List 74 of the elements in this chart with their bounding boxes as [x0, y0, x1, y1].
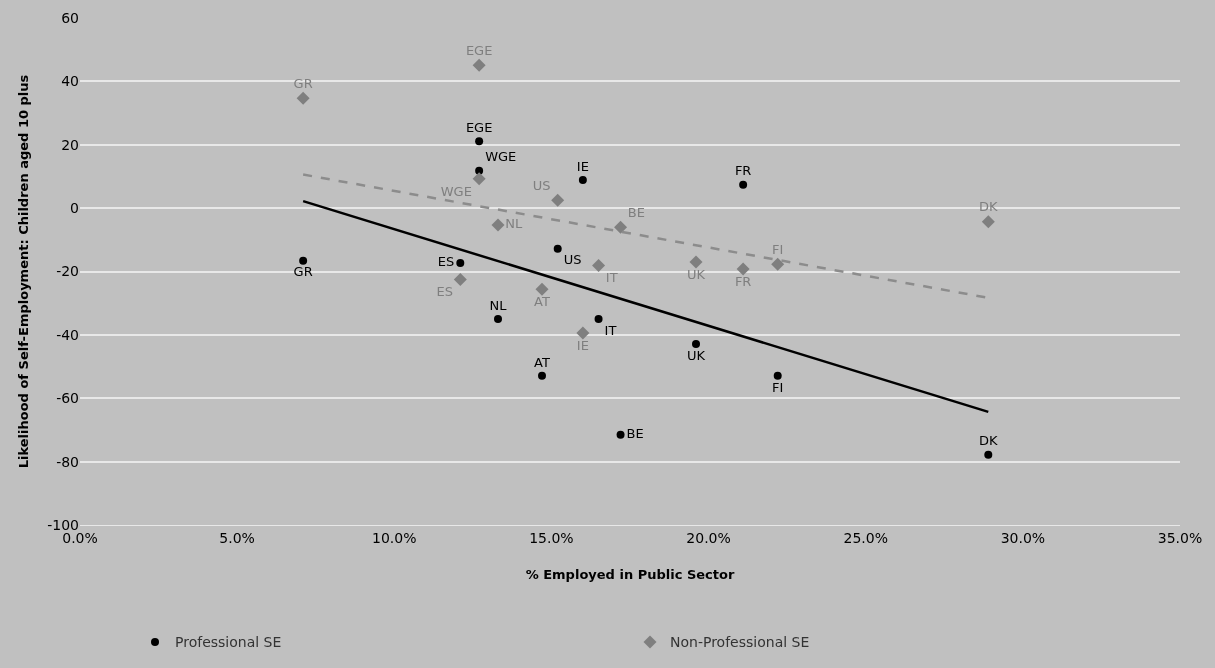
x-tick-label: 25.0% — [843, 529, 888, 546]
data-label: NL — [505, 216, 523, 232]
point — [576, 326, 590, 340]
x-tick-label: 35.0% — [1157, 529, 1203, 546]
x-axis-title: % Employed in Public Sector — [525, 567, 735, 583]
data-label: US — [532, 177, 551, 193]
point — [538, 371, 546, 380]
point — [456, 258, 465, 267]
data-label: FI — [772, 379, 784, 395]
y-axis-title: Likelihood of Self-Employment: Children aged 10 plus — [16, 74, 32, 469]
data-label: GR — [293, 75, 313, 91]
data-label: IE — [576, 337, 589, 353]
data-label: FR — [734, 273, 752, 289]
x-tick-label: 5.0% — [219, 529, 255, 546]
x-tick-label: 20.0% — [686, 529, 731, 546]
data-label: BE — [626, 425, 644, 441]
point — [594, 315, 603, 324]
point — [692, 340, 700, 349]
point — [453, 272, 467, 286]
point — [475, 137, 484, 146]
data-label: US — [563, 252, 582, 268]
x-tick-label: 15.0% — [529, 529, 574, 546]
point — [491, 218, 505, 232]
y-tick-label: -20 — [56, 263, 79, 280]
legend-label: Non-Professional SE — [670, 634, 810, 651]
data-label: IT — [604, 322, 617, 338]
point — [771, 257, 785, 271]
y-tick-label: 60 — [61, 9, 79, 26]
data-label: FR — [734, 163, 752, 179]
point — [689, 255, 703, 269]
data-label: WGE — [440, 183, 472, 199]
data-label: BE — [627, 204, 645, 220]
point — [981, 215, 995, 229]
data-label: ES — [436, 284, 454, 300]
data-label: IE — [576, 158, 589, 174]
point — [299, 256, 308, 265]
data-label: WGE — [485, 149, 517, 165]
data-label: UK — [686, 347, 706, 363]
y-tick-label: -80 — [56, 453, 79, 470]
data-label: IT — [605, 270, 618, 286]
point — [616, 430, 625, 439]
y-tick-label: 40 — [61, 73, 79, 90]
point — [296, 91, 310, 105]
point — [592, 258, 606, 272]
data-label: DK — [979, 199, 999, 215]
data-label: GR — [293, 264, 313, 280]
point — [578, 175, 587, 184]
data-label: ES — [437, 254, 455, 270]
point — [736, 262, 750, 276]
data-label: EGE — [465, 120, 493, 136]
point — [472, 58, 486, 72]
point — [984, 450, 993, 459]
point — [551, 193, 565, 207]
data-label: DK — [979, 433, 999, 449]
point — [553, 244, 562, 253]
data-label: EGE — [465, 42, 493, 58]
x-tick-label: 30.0% — [1000, 529, 1046, 546]
point — [472, 172, 486, 186]
y-tick-label: 0 — [70, 200, 79, 217]
point — [773, 371, 782, 380]
y-tick-label: -60 — [56, 390, 79, 407]
x-tick-label: 10.0% — [372, 529, 417, 546]
data-label: FI — [772, 241, 784, 257]
data-label: AT — [534, 294, 550, 310]
data-label: AT — [534, 354, 550, 370]
point — [494, 315, 502, 324]
point — [535, 282, 549, 296]
y-tick-label: 20 — [61, 136, 79, 153]
y-tick-label: -40 — [56, 326, 79, 343]
point — [739, 180, 748, 189]
point — [614, 220, 628, 234]
legend-label: Professional SE — [175, 634, 282, 651]
data-label: NL — [489, 297, 508, 313]
data-label: UK — [686, 266, 706, 282]
